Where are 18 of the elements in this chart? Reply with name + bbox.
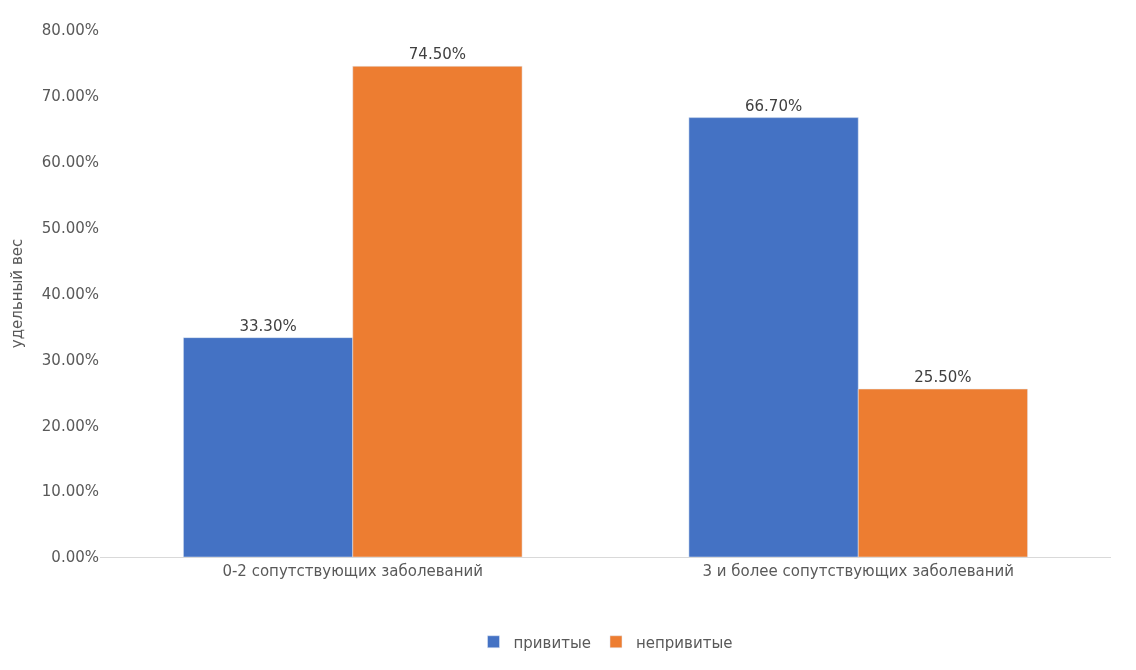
y-tick-label: 80.00% [41, 21, 99, 40]
y-tick-label: 20.00% [41, 416, 99, 435]
y-axis-title: удельный вес [8, 238, 27, 349]
legend-label: привитые [513, 633, 591, 652]
x-tick-label: 0-2 сопутствующих заболеваний [222, 562, 484, 580]
y-tick-label: 10.00% [41, 482, 99, 501]
data-label: 25.50% [914, 368, 972, 387]
y-tick-label: 40.00% [41, 284, 99, 303]
y-tick-label: 50.00% [41, 218, 99, 237]
data-label: 74.50% [408, 45, 467, 64]
y-tick-label: 70.00% [41, 87, 99, 106]
legend-label: непривитые [635, 633, 733, 652]
y-tick-label: 0.00% [51, 548, 99, 567]
data-label: 66.70% [744, 96, 803, 115]
data-label: 33.30% [239, 316, 297, 335]
x-tick-label: 3 и более сопутствующих заболеваний [702, 562, 1015, 580]
y-tick-label: 30.00% [41, 350, 99, 369]
y-tick-label: 60.00% [41, 153, 99, 171]
